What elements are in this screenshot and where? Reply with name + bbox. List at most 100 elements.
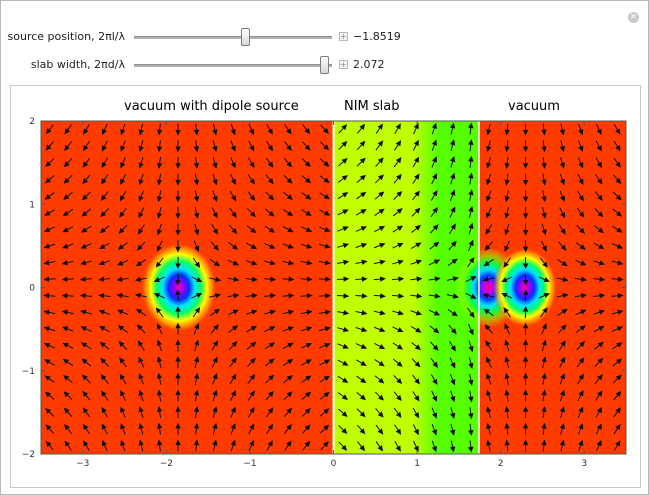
field-arrowhead xyxy=(559,389,565,396)
field-arrowhead xyxy=(193,162,200,169)
field-arrowhead xyxy=(616,358,623,365)
field-arrowhead xyxy=(597,341,604,348)
field-arrowhead xyxy=(44,194,51,200)
field-arrowhead xyxy=(415,242,422,248)
slab-width-expand-icon[interactable]: + xyxy=(339,60,348,69)
field-arrowhead xyxy=(522,322,529,329)
field-arrowhead xyxy=(287,326,295,332)
outer-focus-spot xyxy=(492,247,557,328)
field-arrowhead xyxy=(323,408,330,415)
field-arrowhead xyxy=(360,209,367,215)
field-arrowhead xyxy=(522,422,529,429)
field-arrowhead xyxy=(120,439,126,447)
field-arrowhead xyxy=(342,360,349,366)
field-arrowhead xyxy=(598,243,605,250)
field-arrowhead xyxy=(486,389,492,396)
slab-width-slider[interactable] xyxy=(134,56,332,74)
field-arrowhead xyxy=(541,356,547,363)
field-arrowhead xyxy=(249,423,255,430)
field-arrowhead xyxy=(100,357,107,364)
field-arrowhead xyxy=(579,244,586,250)
field-arrowhead xyxy=(341,158,348,164)
field-arrowhead xyxy=(267,145,274,152)
source-position-expand-icon[interactable]: + xyxy=(339,32,348,41)
field-arrowhead xyxy=(135,260,143,267)
slab-width-control: slab width, 2πd/λ + 2.072 xyxy=(1,55,649,75)
field-arrowhead xyxy=(616,227,623,233)
field-arrowhead xyxy=(286,161,293,168)
field-arrowhead xyxy=(615,194,622,201)
field-arrowhead xyxy=(597,194,603,201)
field-arrowhead xyxy=(43,243,50,249)
field-arrowhead xyxy=(249,211,256,218)
field-arrowhead xyxy=(193,439,200,446)
field-arrowhead xyxy=(135,308,143,315)
field-arrowhead xyxy=(432,344,439,351)
field-arrowhead xyxy=(541,129,547,136)
field-arrowhead xyxy=(323,177,330,184)
field-arrowhead xyxy=(83,440,89,447)
field-arrowhead xyxy=(138,406,144,413)
field-arrowhead xyxy=(597,357,604,364)
field-arrowhead xyxy=(617,260,624,266)
source-position-label: source position, 2πl/λ xyxy=(7,30,125,43)
field-arrowhead xyxy=(195,277,203,283)
field-arrowhead xyxy=(578,357,585,364)
field-arrowhead xyxy=(468,139,474,146)
field-arrowhead xyxy=(43,309,50,316)
field-arrowhead xyxy=(213,308,221,315)
field-arrowhead xyxy=(377,140,384,147)
field-arrowhead xyxy=(138,162,144,169)
field-arrowhead xyxy=(231,357,237,364)
field-arrowhead xyxy=(231,244,239,250)
field-arrowhead xyxy=(615,144,621,152)
field-arrowhead xyxy=(522,146,529,153)
field-arrowhead xyxy=(286,374,293,381)
field-arrowhead xyxy=(504,179,510,186)
field-arrowhead xyxy=(522,196,529,203)
field-arrowhead xyxy=(504,162,510,169)
field-arrowhead xyxy=(214,292,222,299)
field-arrowhead xyxy=(134,292,142,299)
field-arrowhead xyxy=(597,374,603,381)
field-arrowhead xyxy=(249,194,256,201)
field-arrowhead xyxy=(305,210,312,216)
field-arrowhead xyxy=(250,227,257,234)
field-arrowhead xyxy=(193,196,200,203)
field-arrowhead xyxy=(304,161,311,168)
field-arrowhead xyxy=(578,195,584,202)
field-arrowhead xyxy=(61,293,68,299)
field-arrowhead xyxy=(596,423,602,430)
field-arrowhead xyxy=(120,178,126,185)
field-arrowhead xyxy=(504,146,510,153)
field-arrowhead xyxy=(45,424,52,431)
field-arrowhead xyxy=(212,422,218,430)
field-arrowhead xyxy=(579,227,586,234)
field-arrowhead xyxy=(269,260,276,266)
field-arrowhead xyxy=(118,341,125,348)
field-arrowhead xyxy=(615,407,621,414)
field-arrowhead xyxy=(468,311,475,319)
field-arrowhead xyxy=(415,259,423,265)
close-icon[interactable]: × xyxy=(628,12,639,23)
source-position-slider[interactable] xyxy=(134,28,332,46)
field-arrowhead xyxy=(120,390,126,397)
field-arrowhead xyxy=(398,293,405,299)
field-arrowhead xyxy=(156,389,163,396)
field-arrowhead xyxy=(578,162,584,169)
field-arrowhead xyxy=(361,259,368,265)
field-arrowhead xyxy=(597,211,604,218)
slab-width-slider-thumb[interactable] xyxy=(320,56,330,74)
field-arrowhead xyxy=(175,230,181,236)
field-arrowhead xyxy=(323,210,331,216)
field-arrowhead xyxy=(449,139,456,146)
field-arrowhead xyxy=(323,359,331,365)
field-arrowhead xyxy=(598,260,606,266)
field-arrowhead xyxy=(541,339,547,346)
source-position-slider-thumb[interactable] xyxy=(240,28,250,46)
field-arrowhead xyxy=(156,422,163,429)
field-arrowhead xyxy=(134,276,142,283)
field-arrowhead xyxy=(359,140,366,147)
field-arrowhead xyxy=(504,129,510,136)
field-arrowhead xyxy=(212,373,218,380)
